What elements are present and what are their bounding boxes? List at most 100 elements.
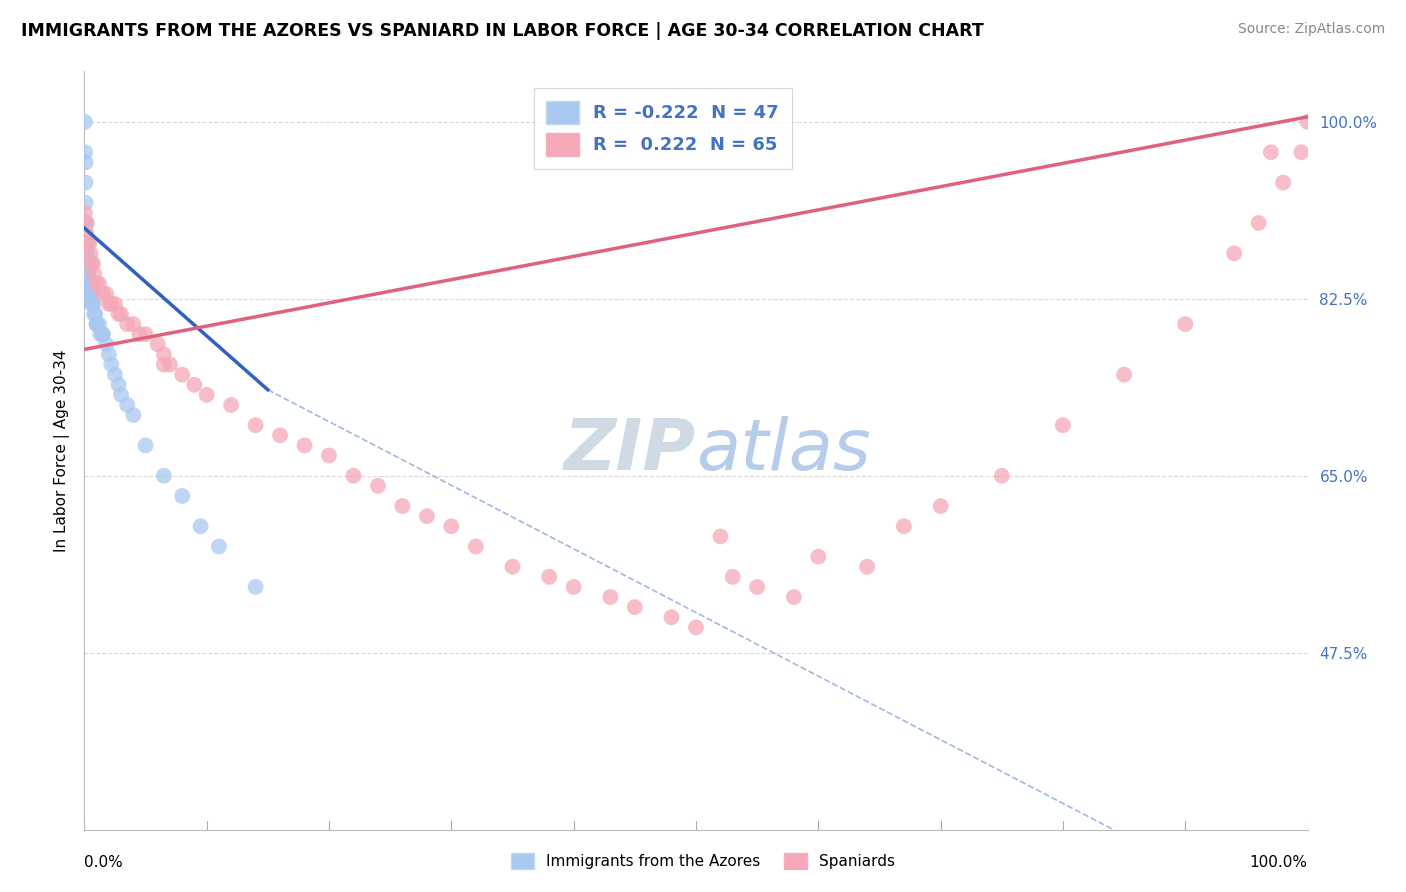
Point (599, 590, 621, 604)
Point (153, 347, 176, 361)
Point (91, 286, 114, 301)
Point (87, 277, 110, 291)
Point (77, 236, 100, 251)
Point (77, 236, 100, 251)
Point (107, 377, 129, 392)
Point (135, 327, 157, 342)
Point (367, 479, 389, 493)
Point (128, 327, 150, 342)
Point (502, 559, 524, 574)
Point (190, 519, 212, 533)
Point (195, 388, 218, 402)
Point (1260, 145, 1282, 160)
Point (79, 277, 101, 291)
Point (79, 286, 101, 301)
Point (122, 317, 145, 331)
Point (183, 377, 205, 392)
Point (1291, 145, 1313, 160)
Point (89, 327, 111, 342)
Point (82, 297, 104, 311)
Point (76, 236, 98, 251)
Point (856, 559, 879, 574)
Point (104, 368, 127, 382)
Point (77, 256, 100, 270)
Point (76, 216, 98, 230)
Point (75, 226, 97, 240)
Point (97, 347, 120, 361)
Point (75, 155, 97, 169)
Point (135, 438, 157, 452)
Point (80, 286, 103, 301)
Point (709, 529, 731, 543)
Point (153, 358, 176, 372)
Point (79, 286, 101, 301)
Point (893, 519, 915, 533)
Point (115, 317, 138, 331)
Point (82, 256, 104, 270)
Point (76, 246, 98, 260)
Point (115, 398, 138, 412)
Point (110, 307, 132, 321)
Point (86, 317, 108, 331)
Point (110, 388, 132, 402)
Point (91, 327, 114, 342)
Point (77, 256, 100, 270)
Point (342, 468, 364, 483)
Point (91, 327, 114, 342)
Point (75, 176, 97, 190)
Point (245, 580, 267, 594)
Point (1174, 317, 1197, 331)
Point (100, 297, 122, 311)
Point (122, 408, 145, 422)
Point (153, 468, 176, 483)
Point (87, 317, 110, 331)
Point (80, 256, 103, 270)
Point (172, 489, 194, 503)
Point (929, 499, 952, 513)
Point (294, 438, 316, 452)
Point (685, 620, 707, 634)
Legend: Immigrants from the Azores, Spaniards: Immigrants from the Azores, Spaniards (505, 847, 901, 875)
Point (73, 115, 96, 129)
Point (562, 580, 585, 594)
Point (75, 216, 97, 230)
Point (80, 297, 103, 311)
Point (84, 307, 107, 321)
Point (73, 206, 96, 220)
Point (96, 286, 118, 301)
Point (721, 570, 744, 584)
Text: Source: ZipAtlas.com: Source: ZipAtlas.com (1237, 22, 1385, 37)
Point (416, 509, 439, 524)
Point (1114, 368, 1136, 382)
Point (269, 428, 291, 442)
Point (219, 398, 242, 412)
Point (159, 358, 181, 372)
Point (1223, 246, 1246, 260)
Point (172, 368, 194, 382)
Point (100, 358, 122, 372)
Point (440, 519, 463, 533)
Point (86, 277, 108, 291)
Point (86, 317, 108, 331)
Point (76, 246, 98, 260)
Point (75, 195, 97, 210)
Point (77, 277, 100, 291)
Point (79, 246, 101, 260)
Point (464, 540, 486, 554)
Text: 100.0%: 100.0% (1250, 855, 1308, 870)
Point (75, 216, 97, 230)
Point (77, 267, 100, 281)
Point (83, 267, 105, 281)
Point (96, 337, 118, 351)
Point (391, 499, 413, 513)
Point (104, 297, 127, 311)
Point (783, 590, 806, 604)
Point (245, 418, 267, 433)
Point (807, 549, 830, 564)
Point (75, 145, 97, 160)
Point (146, 337, 169, 351)
Point (1052, 418, 1074, 433)
Text: 0.0%: 0.0% (84, 855, 124, 870)
Point (76, 256, 98, 270)
Point (83, 307, 105, 321)
